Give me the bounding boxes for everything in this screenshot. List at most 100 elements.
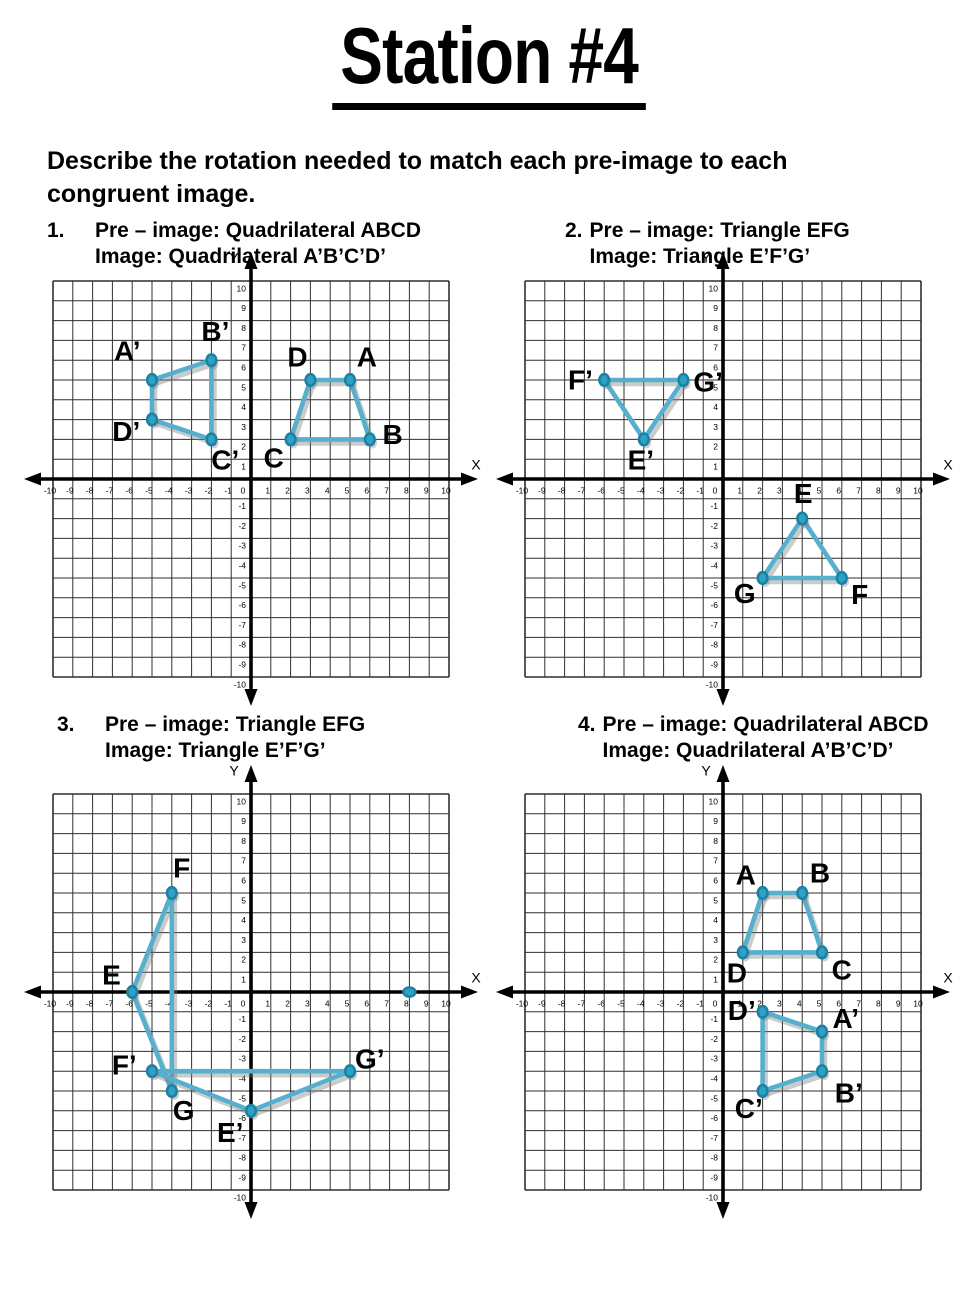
x-tick-label: 8 xyxy=(404,485,409,495)
x-tick-label: 9 xyxy=(424,998,429,1008)
x-tick-label: 7 xyxy=(856,998,861,1008)
x-tick-label: 7 xyxy=(384,485,389,495)
vertex-label-E’: E’ xyxy=(628,445,654,476)
y-tick-label: -1 xyxy=(710,501,718,511)
vertex-dot-G’ xyxy=(677,372,690,388)
image-triangle-E'F'G'-outline xyxy=(601,377,686,442)
x-tick-label: 3 xyxy=(777,998,782,1008)
y-tick-label: 1 xyxy=(241,461,246,471)
y-tick-label: 4 xyxy=(713,915,718,925)
y-tick-label: -7 xyxy=(710,620,718,630)
y-tick-label: 8 xyxy=(241,836,246,846)
vertex-dot-E’ xyxy=(244,1103,258,1118)
y-tick-label: -6 xyxy=(710,1113,718,1123)
y-tick-label: -5 xyxy=(710,580,718,590)
x-tick-label: 8 xyxy=(404,998,409,1008)
vertex-label-C: C xyxy=(264,443,284,474)
y-tick-label: 2 xyxy=(241,442,246,452)
x-tick-label: 10 xyxy=(441,485,451,495)
vertex-label-D’: D’ xyxy=(112,416,140,447)
x-tick-label: 7 xyxy=(856,485,861,495)
x-tick-label: 10 xyxy=(913,485,923,495)
vertex-dot-A xyxy=(343,372,357,388)
y-tick-label: -6 xyxy=(710,600,718,610)
y-tick-label: -3 xyxy=(238,1054,246,1064)
y-tick-label: -10 xyxy=(234,679,247,689)
x-tick-label: 4 xyxy=(325,485,330,495)
problem-4-number: 4. xyxy=(578,713,596,736)
x-tick-label: -9 xyxy=(66,998,74,1008)
x-tick-label: 10 xyxy=(441,998,451,1008)
x-tick-label: 8 xyxy=(876,998,881,1008)
vertex-dot-A’ xyxy=(815,1024,829,1039)
y-tick-label: -4 xyxy=(710,1073,718,1083)
y-tick-label: -9 xyxy=(710,659,718,669)
vertex-label-G’: G’ xyxy=(355,1044,385,1075)
vertex-dot-B’ xyxy=(205,353,218,368)
vertex-dot-B’ xyxy=(815,1064,829,1079)
y-tick-label: -5 xyxy=(710,1093,718,1103)
problem-2-number: 2. xyxy=(565,219,583,242)
vertex-dot-C xyxy=(284,432,297,447)
x-tick-label: -1 xyxy=(696,485,704,495)
x-tick-label: -10 xyxy=(516,485,529,495)
y-tick-label: 9 xyxy=(241,303,246,313)
vertex-label-B’: B’ xyxy=(835,1077,863,1108)
y-tick-label: 9 xyxy=(713,303,718,313)
x-tick-label: -3 xyxy=(185,998,193,1008)
y-axis-arrow-bottom xyxy=(244,1202,258,1219)
axis-x-label: X xyxy=(471,970,481,986)
y-tick-label: 3 xyxy=(713,422,718,432)
vertex-label-G: G xyxy=(173,1095,195,1126)
problem-2-header: 2. Pre – image: Triangle EFG Image: Tria… xyxy=(565,218,850,270)
y-tick-label: -10 xyxy=(706,1192,719,1202)
x-tick-label: -5 xyxy=(145,485,153,495)
x-tick-label: 4 xyxy=(797,998,802,1008)
x-tick-label: -8 xyxy=(86,998,94,1008)
y-axis-arrow-top xyxy=(716,765,730,782)
vertex-dot-C xyxy=(815,945,829,960)
vertex-dot-F’ xyxy=(598,372,611,388)
problem-1-text: Pre – image: Quadrilateral ABCD Image: Q… xyxy=(95,218,421,270)
y-axis-arrow-top xyxy=(244,765,258,782)
axis-y-label: Y xyxy=(229,763,239,779)
x-tick-label: 2 xyxy=(285,485,290,495)
y-tick-label: -2 xyxy=(710,521,718,531)
vertex-label-C’: C’ xyxy=(211,445,239,476)
problem-1-number: 1. xyxy=(47,219,65,242)
axis-x-label: X xyxy=(943,970,953,986)
y-tick-label: -6 xyxy=(238,1113,246,1123)
pre-image-triangle-EFG-outline xyxy=(760,516,845,581)
vertex-label-E: E xyxy=(794,478,813,509)
vertex-label-B: B xyxy=(382,419,402,450)
vertex-dot-D xyxy=(304,372,317,388)
y-tick-label: -10 xyxy=(706,679,719,689)
x-tick-label: -2 xyxy=(677,998,685,1008)
y-tick-label: -8 xyxy=(710,640,718,650)
problem-2-image-label: Image: Triangle E’F’G’ xyxy=(589,245,811,268)
vertex-label-C’: C’ xyxy=(735,1093,763,1124)
vertex-dot-C’ xyxy=(205,432,218,447)
x-tick-label: -10 xyxy=(516,998,529,1008)
x-tick-label: 9 xyxy=(896,998,901,1008)
y-tick-label: 1 xyxy=(713,461,718,471)
coordinate-grid-4: XY-10 -9 -8 -7 -6 -5 -4 -3 -2 -1 0 1 2 3 4 5 6 7 8 9 1010987… xyxy=(496,763,953,1219)
x-tick-label: -6 xyxy=(597,485,605,495)
x-axis-arrow-left xyxy=(24,985,41,999)
x-axis-arrow-right xyxy=(933,472,950,486)
x-tick-label: -3 xyxy=(657,998,665,1008)
y-axis-arrow-top xyxy=(716,252,730,269)
y-tick-label: 7 xyxy=(713,856,718,866)
y-tick-label: -4 xyxy=(238,1073,246,1083)
vertex-dot-C’ xyxy=(756,1083,769,1099)
x-tick-label: -6 xyxy=(597,998,605,1008)
problem-3-number: 3. xyxy=(57,713,75,736)
y-tick-label: 10 xyxy=(709,796,719,806)
vertex-dot-E xyxy=(796,511,809,526)
problem-1-image-label: Image: Quadrilateral A’B’C’D’ xyxy=(95,245,386,268)
x-tick-label: -5 xyxy=(617,998,625,1008)
y-tick-label: -7 xyxy=(238,620,246,630)
y-tick-label: 4 xyxy=(241,402,246,412)
y-tick-label: -7 xyxy=(710,1133,718,1143)
